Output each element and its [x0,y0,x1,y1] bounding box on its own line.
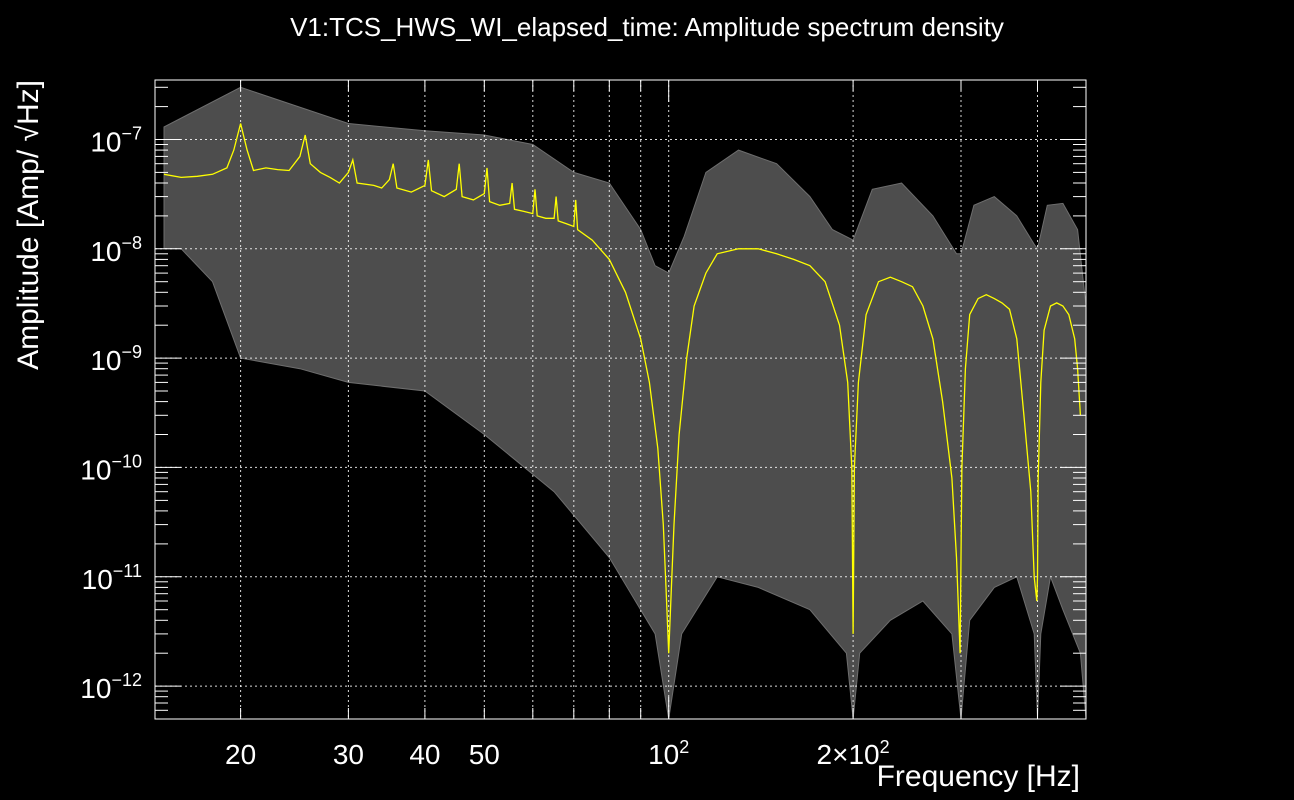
plot-frame [154,79,1087,720]
y-tick-label: 10−11 [82,561,142,595]
y-tick-label: 10−9 [90,342,142,376]
grid [155,80,1086,719]
x-tick-label: 40 [409,739,440,770]
y-axis-label: Amplitude [Amp/ √Hz] [12,80,45,370]
x-axis-label: Frequency [Hz] [877,760,1080,793]
median-line [163,123,1082,654]
chart-title: V1:TCS_HWS_WI_elapsed_time: Amplitude sp… [290,12,1004,42]
x-tick-label: 102 [648,737,689,770]
x-tick-label: 30 [333,739,364,770]
tick-labels: 20 30 40 50 102 2×102 10−7 10−8 10−9 10−10 10−11 10… [80,124,889,771]
y-tick-label: 10−8 [90,233,142,267]
band-area [163,86,1087,720]
minor-ticks [155,80,1086,720]
series-layer [163,123,1082,654]
x-tick-label: 20 [225,739,256,770]
x-tick-label: 50 [469,739,500,770]
percentile-band [163,86,1087,720]
y-tick-label: 10−10 [80,451,142,485]
x-tick-label: 2×102 [817,737,890,770]
y-tick-label: 10−7 [90,124,142,158]
y-tick-label: 10−12 [80,670,142,704]
